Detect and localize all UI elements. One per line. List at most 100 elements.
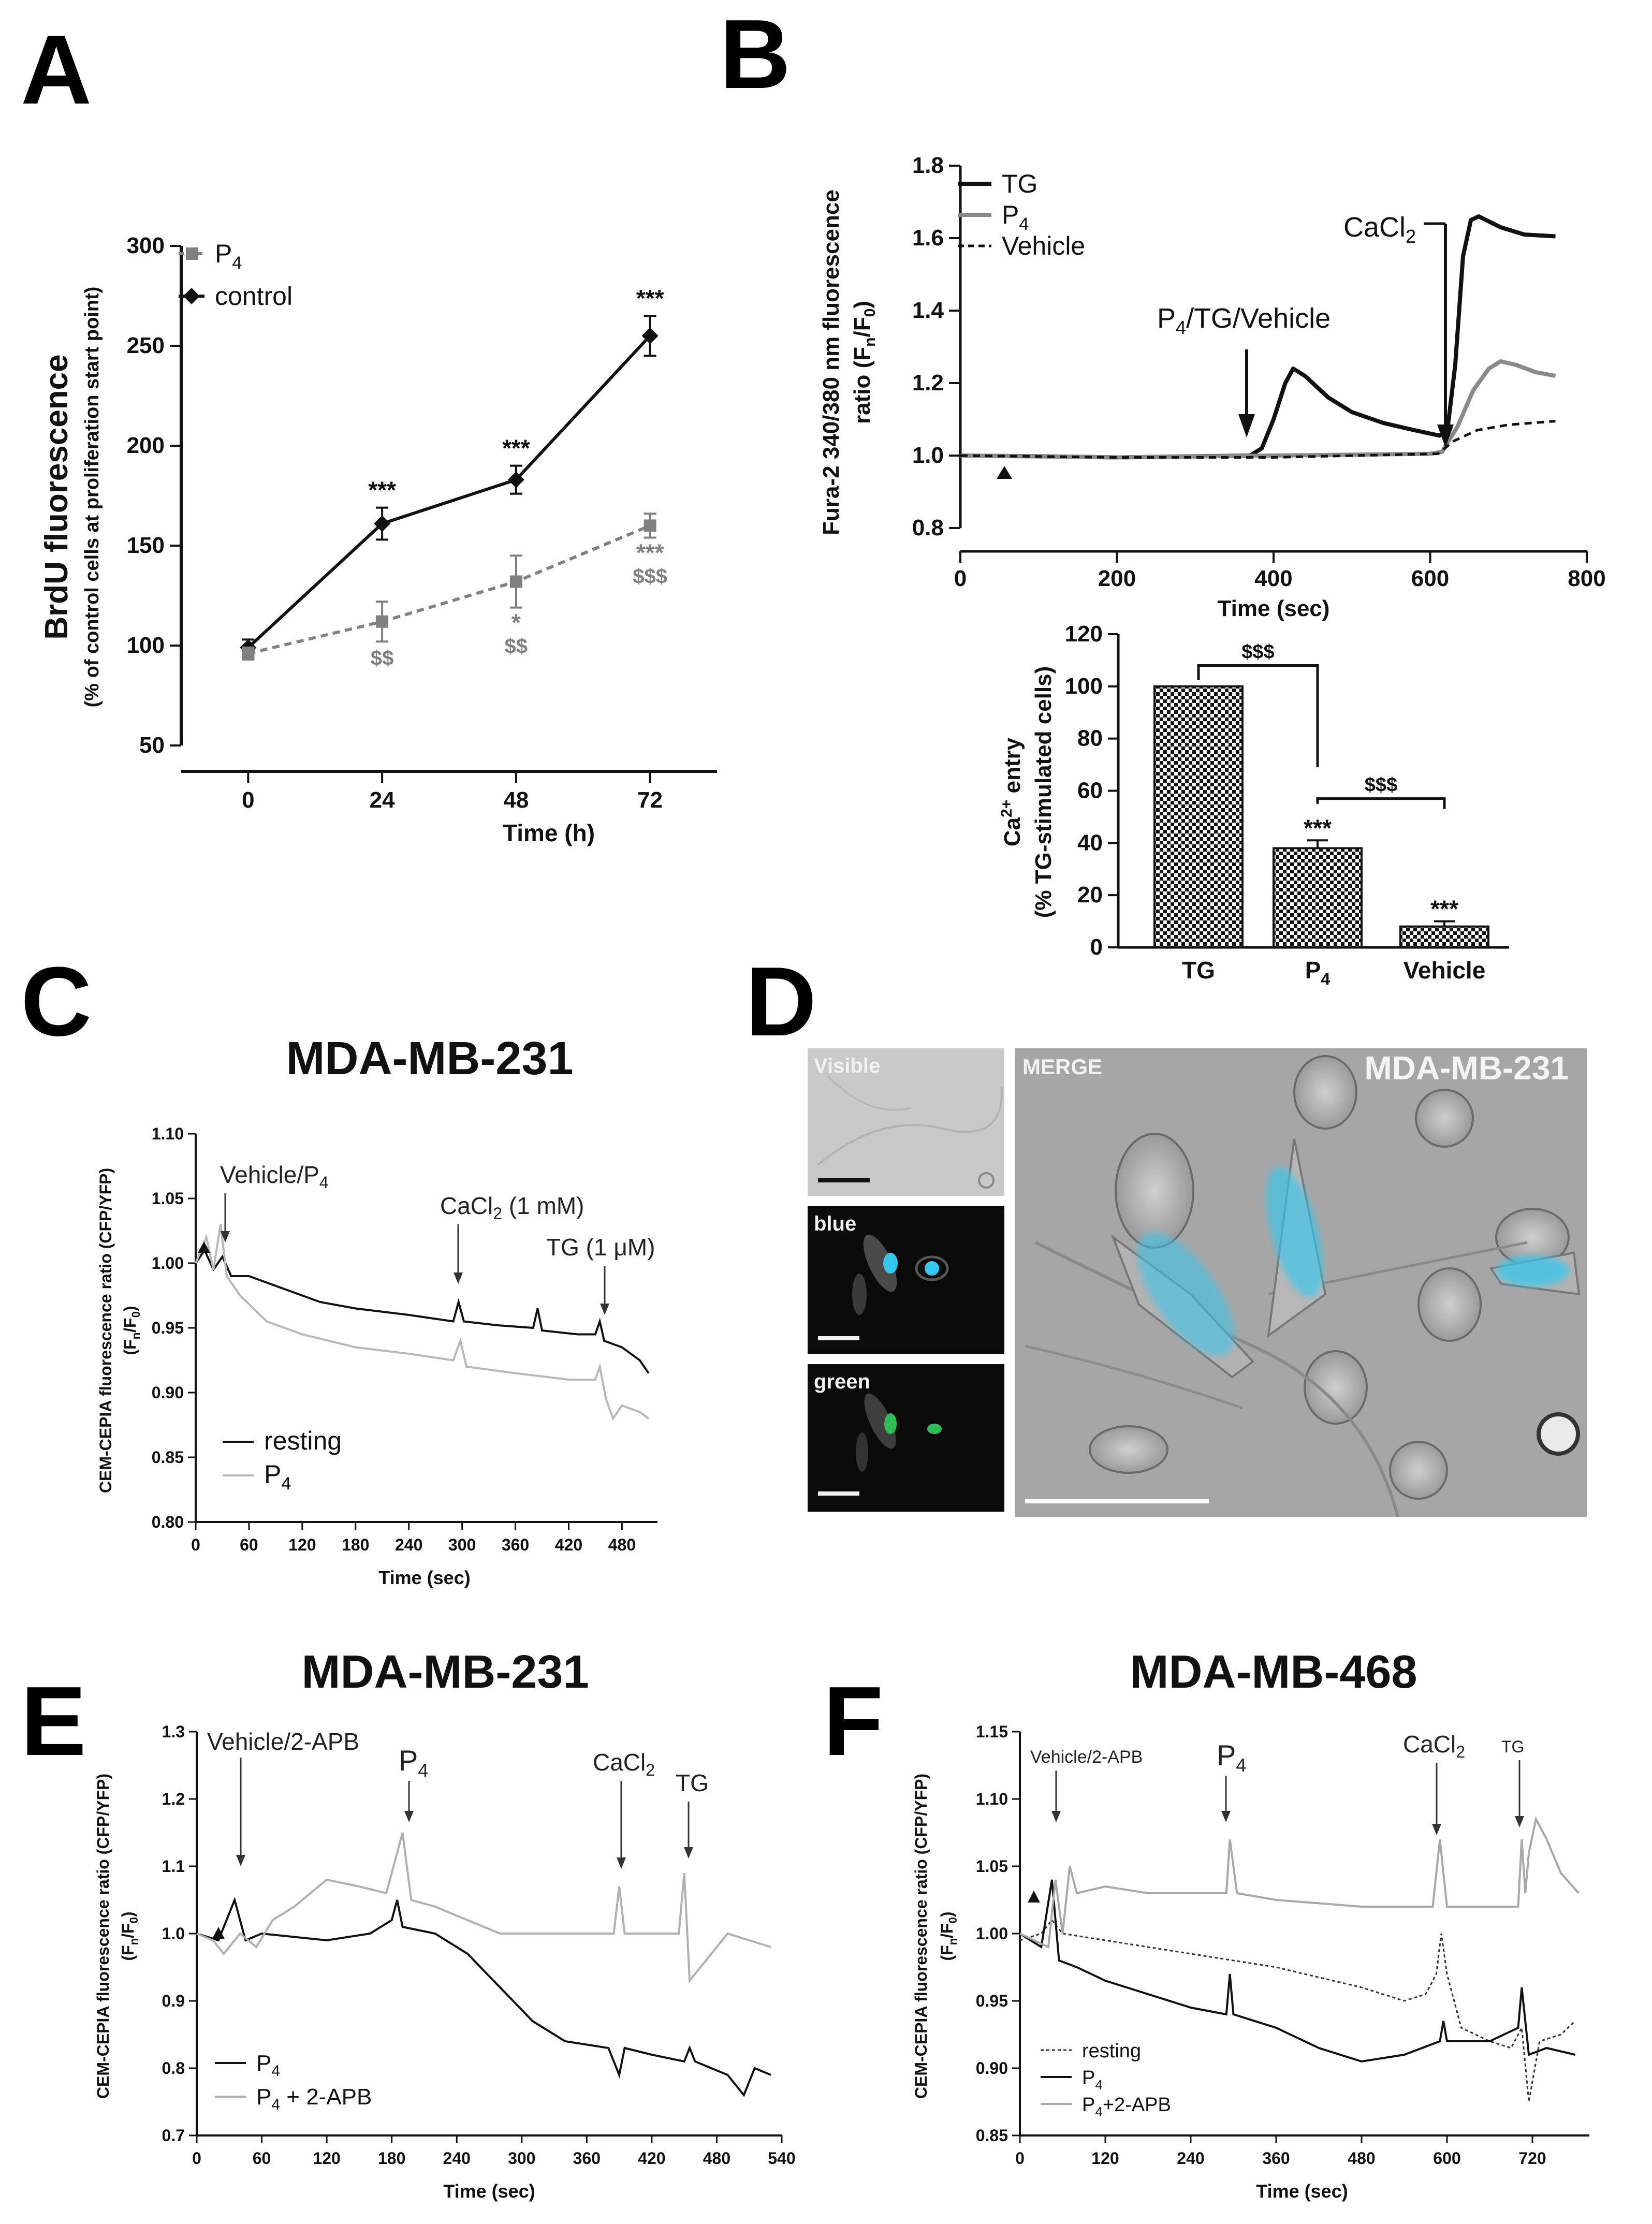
a-dollar-p4: $$ [371,647,394,669]
c-legend: resting P4 [223,1426,342,1494]
bt-start-triangle [997,466,1012,479]
a-point-p4 [376,615,389,628]
c-annotations: Vehicle/P4 CaCl2 (1 mM) TG (1 μM) [198,1161,655,1315]
bt-ytick-label: 1.4 [912,298,944,323]
f-x-label: Time (sec) [1256,2181,1348,2202]
c-xtick-label: 0 [191,1535,200,1554]
bb-bracket-1 [1197,664,1319,768]
a-legend: P4 control [179,239,293,311]
a-xtick-label: 48 [503,787,529,813]
bb-ytick-label: 40 [1077,830,1103,855]
c-series-resting-line [195,1248,650,1374]
d-merge-cell-line: MDA-MB-231 [1364,1049,1569,1087]
e-xtick-label: 420 [638,2149,665,2168]
a-legend-control-marker [183,288,200,304]
bt-xtick-label: 800 [1568,566,1605,591]
d-visible-label: Visible [814,1055,880,1077]
c-xtick-label: 300 [448,1535,476,1554]
c-ann-cacl2: CaCl2 (1 mM) [440,1192,584,1223]
a-ytick-label: 50 [139,733,165,758]
e-ann-tg: TG [676,1769,709,1796]
e-series-line-0 [196,1896,771,2097]
bb-ytick-label: 100 [1065,674,1103,699]
bb-category-label: P4 [1305,957,1331,988]
a-ytick-label: 300 [127,233,165,258]
e-legend-p4: P4 [256,2051,280,2080]
e-ann-cacl2: CaCl2 [593,1749,655,1779]
a-star-p4: * [511,609,521,636]
c-series-p4-line [195,1224,649,1421]
c-ytick-label: 0.80 [152,1513,184,1531]
panel-label-e: E [21,1666,86,1776]
bb-bar-vehicle [1399,925,1489,948]
f-ytick-label: 0.95 [976,1992,1008,2010]
d-green-image: green [808,1364,1004,1512]
e-ytick-label: 0.7 [162,2126,185,2145]
c-xtick-label: 240 [395,1535,422,1554]
f-legend: resting P4 P4+2-APB [1041,2040,1171,2119]
a-star-control: *** [502,435,530,462]
bt-y-label2: ratio (Fn/F0) [850,301,879,424]
a-ytick-label: 250 [127,333,165,358]
bt-ytick-label: 0.8 [912,515,944,540]
c-xtick-label: 360 [502,1535,529,1554]
e-legend: P4 P4 + 2-APB [215,2051,372,2113]
a-dollar-p4: $$$ [633,565,667,588]
f-ytick-label: 1.00 [976,1924,1008,1943]
c-y-label: CEM-CEPIA fluorescence ratio (CFP/YFP) [96,1168,115,1493]
panel-label-d: D [745,947,816,1057]
e-xtick-label: 300 [508,2149,535,2168]
a-star-control: *** [636,285,664,312]
a-legend-p4: P4 [215,239,242,273]
e-ytick-label: 0.9 [162,1992,185,2010]
bt-ytick-label: 1.2 [912,370,944,396]
f-series-line-0 [1019,1919,1576,2102]
d-visible-image: Visible [808,1048,1004,1196]
chart-f: MDA-MB-468 0.85 0.90 0.95 1.00 1.05 1.10 1.15 0… [912,1646,1589,2202]
bt-x-label: Time (sec) [1218,596,1330,621]
d-green-label: green [814,1370,870,1393]
c-xtick-label: 180 [342,1535,369,1554]
bb-bracket-2 [1316,797,1446,809]
chart-e: MDA-MB-231 0.7 0.8 0.9 1.0 1.1 1.2 1.3 0 60 120 18… [94,1646,796,2202]
e-start-triangle [212,1927,225,1939]
c-start-triangle [198,1241,210,1253]
a-star-p4: *** [636,539,664,566]
f-start-triangle [1028,1891,1040,1903]
chart-b-top: 0.8 1.0 1.2 1.4 1.6 1.8 0 200 400 600 800 TG P4 Ve… [818,153,1606,621]
panel-label-c: C [21,947,92,1057]
c-ann-tg: TG (1 μM) [546,1234,655,1261]
f-legend-resting: resting [1082,2040,1141,2062]
bt-y-label: Fura-2 340/380 nm fluorescence [818,189,844,535]
bt-legend-vehicle: Vehicle [1002,231,1085,260]
a-series-control-line [247,334,651,649]
bb-category-label: Vehicle [1404,957,1486,984]
a-legend-p4-marker [186,247,198,260]
a-point-control [641,327,659,344]
f-xtick-label: 120 [1091,2149,1119,2168]
c-xtick-label: 420 [555,1535,582,1554]
f-y-label2: (Fn/F0) [938,1912,959,1961]
chart-b-bottom: 0 20 40 60 80 100 120 TG P4 *** Vehicle *** $$$ $$$… [998,621,1509,988]
c-ytick-label: 1.00 [152,1254,184,1272]
f-ann-veh: Vehicle/2-APB [1030,1747,1143,1767]
bt-legend-tg: TG [1002,169,1037,198]
e-legend-p4-2apb: P4 + 2-APB [256,2084,372,2113]
e-ytick-label: 1.0 [162,1924,185,1943]
bt-ytick-label: 1.0 [912,443,944,468]
bb-bracket-2-label: $$$ [1365,774,1397,796]
f-xtick-label: 600 [1433,2149,1460,2168]
bt-legend-p4: P4 [1002,200,1029,234]
f-xtick-label: 720 [1518,2149,1546,2168]
a-star-control: *** [368,477,396,504]
bb-y-label: Ca2+ entry [998,737,1025,846]
e-series-line-1 [196,1832,771,1984]
f-xtick-label: 480 [1348,2149,1375,2168]
e-ann-p4: P4 [399,1744,428,1781]
c-ytick-label: 1.10 [152,1124,184,1143]
a-legend-control: control [215,282,293,311]
bb-bar-p4 [1273,847,1363,948]
c-xtick-label: 480 [608,1535,636,1554]
e-y-label: CEM-CEPIA fluorescence ratio (CFP/YFP) [94,1774,112,2099]
